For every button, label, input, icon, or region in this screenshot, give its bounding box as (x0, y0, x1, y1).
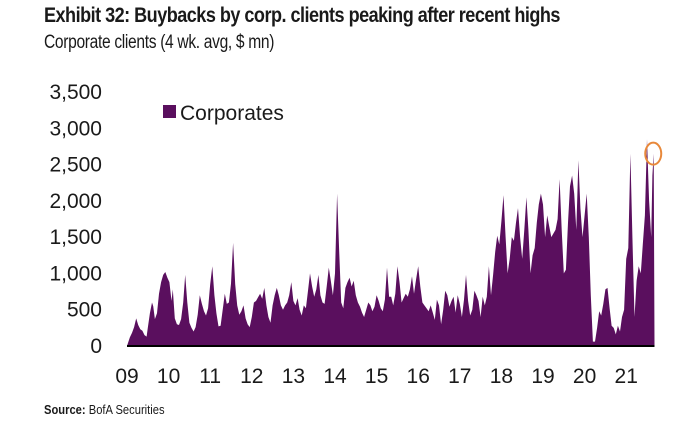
x-tick-label: 15 (365, 365, 388, 388)
y-tick-label: 1,500 (49, 226, 102, 249)
x-tick-label: 09 (115, 365, 138, 388)
x-axis: 09 10 11 12 13 14 15 16 17 18 19 20 21 (115, 365, 638, 388)
series-area-corporates (127, 139, 655, 346)
x-tick-label: 10 (157, 365, 180, 388)
legend-label-corporates: Corporates (180, 102, 284, 125)
legend: Corporates (163, 102, 284, 125)
plot-area (127, 139, 655, 346)
source-text: BofA Securities (88, 402, 165, 417)
y-tick-label: 1,000 (49, 262, 102, 285)
x-tick-label: 13 (282, 365, 305, 388)
chart-title: Exhibit 32: Buybacks by corp. clients pe… (44, 4, 560, 27)
x-tick-label: 14 (323, 365, 347, 388)
y-tick-label: 3,000 (49, 117, 102, 140)
x-tick-label: 17 (448, 365, 471, 388)
x-tick-label: 16 (407, 365, 430, 388)
legend-swatch-corporates (163, 105, 176, 118)
source-label: Source: (44, 402, 86, 417)
x-tick-label: 21 (615, 365, 638, 388)
y-axis: 0 500 1,000 1,500 2,000 2,500 3,000 3,500 (49, 81, 102, 358)
y-tick-label: 2,000 (49, 190, 102, 213)
chart-subtitle: Corporate clients (4 wk. avg, $ mn) (44, 32, 275, 53)
x-tick-label: 20 (573, 365, 596, 388)
y-tick-label: 2,500 (49, 154, 102, 177)
y-tick-label: 0 (90, 335, 102, 358)
highlight-circle-annotation (644, 141, 663, 166)
x-tick-label: 18 (490, 365, 513, 388)
source-note: Source: BofA Securities (44, 402, 165, 417)
x-tick-label: 12 (240, 365, 263, 388)
x-tick-label: 19 (531, 365, 554, 388)
y-tick-label: 3,500 (49, 81, 102, 104)
y-tick-label: 500 (67, 299, 102, 322)
x-tick-label: 11 (199, 365, 221, 388)
